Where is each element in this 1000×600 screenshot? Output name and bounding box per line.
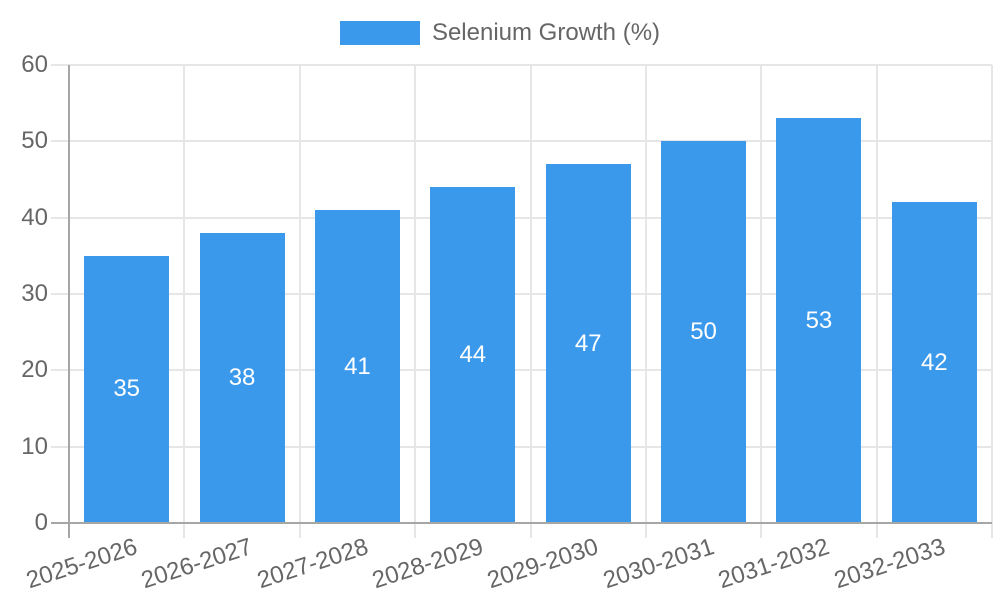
gridline-vertical [875,65,878,523]
x-axis-tick-mark [644,523,647,538]
x-axis-tick-mark [414,523,417,538]
bar-value-label: 35 [113,375,141,403]
gridline-vertical [991,65,993,523]
x-axis-tick-mark [875,523,878,538]
y-axis-tick-mark [51,140,69,143]
y-axis-tick-mark [51,293,69,295]
y-axis-tick-mark [51,369,69,372]
y-axis-tick-mark [51,64,69,66]
x-axis-tick-label: 2027-2028 [253,533,372,595]
y-axis-tick-label: 0 [34,509,48,536]
bar-value-label: 44 [459,341,487,369]
bar-value-label: 47 [574,329,602,357]
x-axis-tick-mark [298,523,301,538]
x-axis-tick-label: 2026-2027 [138,533,256,595]
y-axis-tick-label: 20 [21,356,48,384]
gridline-vertical [760,65,763,523]
y-axis-tick-label: 50 [21,127,48,155]
bar[interactable]: 41 [314,210,400,523]
y-axis-tick-mark [51,216,69,219]
x-axis-tick-mark [529,523,532,538]
y-axis-line [68,65,70,538]
y-axis-tick-mark [51,445,69,448]
x-axis-tick-mark [183,523,186,538]
bar[interactable]: 53 [776,118,862,523]
y-axis-tick-label: 60 [21,51,48,78]
gridline-vertical [529,65,532,523]
x-axis-tick-label: 2028-2029 [369,533,487,595]
bar-value-label: 53 [805,306,833,334]
legend-label: Selenium Growth (%) [431,19,661,46]
gridline-vertical [644,65,647,523]
gridline-vertical [298,65,301,523]
x-axis-tick-label: 2029-2030 [484,533,602,595]
bar[interactable]: 35 [84,255,170,523]
x-axis-tick-label: 2031-2032 [715,533,833,595]
x-axis-tick-label: 2030-2031 [599,533,718,595]
y-axis-tick-label: 40 [21,203,48,231]
x-axis-tick-label: 2025-2026 [22,533,141,595]
bar-value-label: 42 [920,348,948,376]
bar[interactable]: 50 [661,141,747,523]
x-axis-tick-label: 2032-2033 [830,533,949,595]
y-axis-tick-label: 30 [21,280,48,307]
bar-value-label: 38 [228,363,256,391]
bar[interactable]: 47 [545,164,631,523]
gridline-vertical [414,65,417,523]
x-axis-line [51,522,992,524]
y-axis-tick-label: 10 [21,432,48,460]
bar-value-label: 41 [344,352,371,380]
x-axis-tick-mark [760,523,763,538]
gridline-vertical [183,65,186,523]
bar[interactable]: 42 [891,202,977,523]
bar-value-label: 50 [690,318,717,346]
x-axis-tick-mark [991,523,993,538]
bar[interactable]: 38 [199,232,285,523]
bar[interactable]: 44 [430,187,516,523]
legend[interactable]: Selenium Growth (%) [0,21,1000,45]
legend-swatch [339,21,420,45]
